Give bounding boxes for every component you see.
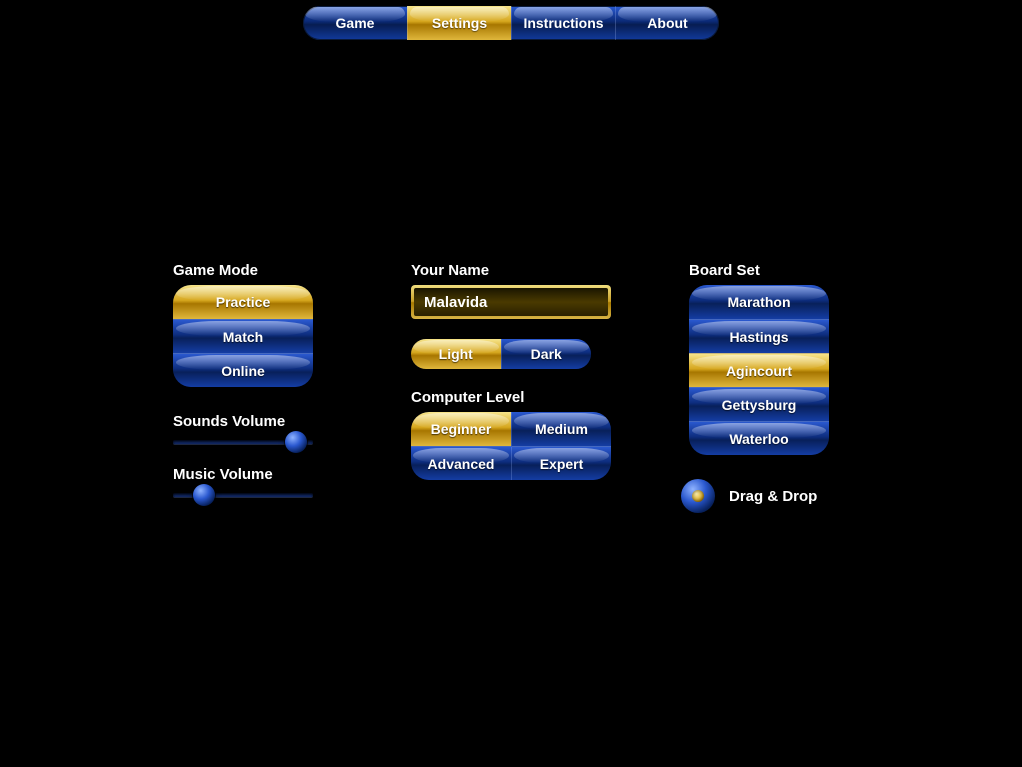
your-name-label: Your Name: [411, 262, 611, 279]
board-set-label: Board Set: [689, 262, 849, 279]
game-mode-match[interactable]: Match: [173, 319, 313, 353]
level-medium[interactable]: Medium: [511, 412, 611, 446]
tab-settings[interactable]: Settings: [407, 6, 511, 40]
board-hastings[interactable]: Hastings: [689, 319, 829, 353]
computer-level-segmented: Beginner Medium Advanced Expert: [411, 412, 611, 480]
game-mode-segmented: Practice Match Online: [173, 285, 313, 387]
drag-drop-toggle[interactable]: [681, 479, 715, 513]
board-marathon[interactable]: Marathon: [689, 285, 829, 319]
board-set-segmented: Marathon Hastings Agincourt Gettysburg W…: [689, 285, 829, 455]
drag-drop-row: Drag & Drop: [681, 479, 849, 513]
column-left: Game Mode Practice Match Online Sounds V…: [173, 262, 333, 513]
tab-game[interactable]: Game: [303, 6, 407, 40]
your-name-input[interactable]: Malavida: [411, 285, 611, 319]
top-tabs: Game Settings Instructions About: [303, 6, 719, 40]
column-middle: Your Name Malavida Light Dark Computer L…: [411, 262, 611, 513]
board-agincourt[interactable]: Agincourt: [689, 353, 829, 387]
level-beginner[interactable]: Beginner: [411, 412, 511, 446]
theme-dark[interactable]: Dark: [501, 339, 592, 369]
sounds-volume-slider[interactable]: [173, 436, 313, 448]
drag-drop-label: Drag & Drop: [729, 488, 817, 505]
level-advanced[interactable]: Advanced: [411, 446, 511, 480]
column-right: Board Set Marathon Hastings Agincourt Ge…: [689, 262, 849, 513]
level-expert[interactable]: Expert: [511, 446, 611, 480]
music-volume-group: Music Volume: [173, 466, 333, 501]
sounds-volume-thumb[interactable]: [285, 431, 307, 453]
tab-about[interactable]: About: [615, 6, 719, 40]
board-waterloo[interactable]: Waterloo: [689, 421, 829, 455]
theme-segmented: Light Dark: [411, 339, 591, 369]
computer-level-label: Computer Level: [411, 389, 611, 406]
tab-instructions[interactable]: Instructions: [511, 6, 615, 40]
your-name-value: Malavida: [414, 288, 608, 316]
sounds-volume-label: Sounds Volume: [173, 413, 333, 430]
settings-panel: Game Mode Practice Match Online Sounds V…: [0, 262, 1022, 513]
game-mode-online[interactable]: Online: [173, 353, 313, 387]
board-gettysburg[interactable]: Gettysburg: [689, 387, 829, 421]
music-volume-thumb[interactable]: [193, 484, 215, 506]
music-volume-slider[interactable]: [173, 489, 313, 501]
game-mode-practice[interactable]: Practice: [173, 285, 313, 319]
game-mode-label: Game Mode: [173, 262, 333, 279]
music-volume-label: Music Volume: [173, 466, 333, 483]
sounds-volume-group: Sounds Volume: [173, 413, 333, 448]
theme-light[interactable]: Light: [411, 339, 501, 369]
toggle-on-icon: [692, 490, 704, 502]
